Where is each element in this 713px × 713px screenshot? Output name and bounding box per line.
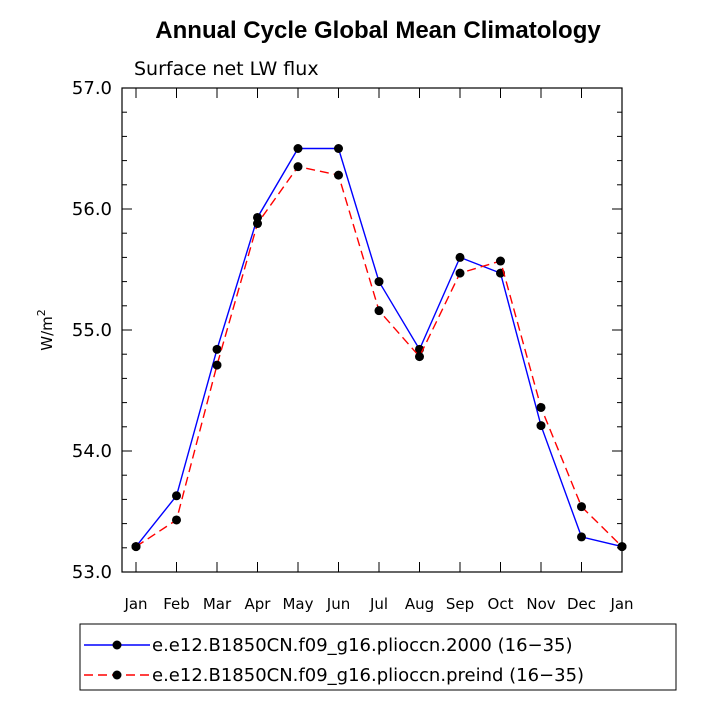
- legend-label-2: e.e12.B1850CN.f09_g16.plioccn.preind (16…: [152, 665, 584, 686]
- legend-label-1: e.e12.B1850CN.f09_g16.plioccn.2000 (16−3…: [152, 635, 573, 656]
- chart-subtitle: Surface net LW flux: [134, 58, 319, 80]
- data-point: [374, 306, 384, 316]
- plot-frame: [121, 87, 623, 573]
- series-line-1: [135, 147, 623, 548]
- y-tick-label: 55.0: [72, 320, 112, 341]
- data-point: [253, 219, 262, 229]
- data-point: [334, 144, 343, 153]
- x-tick-label: Jan: [123, 595, 147, 613]
- data-point: [212, 360, 222, 370]
- data-point: [577, 502, 586, 512]
- x-tick-label: Aug: [405, 595, 434, 613]
- data-point: [536, 421, 546, 431]
- svg-text:W/m2: W/m2: [35, 309, 56, 351]
- data-point: [415, 352, 424, 362]
- data-point: [374, 277, 384, 287]
- y-tick-label: 57.0: [72, 78, 112, 99]
- y-tick-label: 54.0: [72, 441, 112, 462]
- chart-title: Annual Cycle Global Mean Climatology: [155, 17, 601, 44]
- x-axis: Jan Feb Mar Apr May Jun Jul Aug Sep Oct Nov Dec Jan: [123, 88, 634, 613]
- legend-box: [79, 623, 677, 691]
- x-tick-label: Jul: [369, 595, 388, 613]
- y-axis-label: W/m2: [35, 309, 56, 351]
- data-point: [496, 256, 505, 266]
- y-axis-label-superscript: 2: [35, 309, 48, 316]
- y-tick-label: 53.0: [72, 562, 112, 583]
- x-tick-label: Jun: [326, 595, 350, 613]
- legend-marker-1: [112, 640, 122, 650]
- data-point: [212, 344, 222, 354]
- x-tick-label: May: [282, 595, 313, 613]
- y-axis: 53.0 54.0 55.0 56.0 57.0: [72, 78, 622, 583]
- x-tick-label: Feb: [163, 595, 190, 613]
- data-point: [293, 144, 303, 153]
- data-point: [455, 268, 465, 278]
- y-tick-label: 56.0: [72, 199, 112, 220]
- legend-marker-2: [112, 670, 122, 680]
- series-line-2: [135, 165, 623, 548]
- x-tick-label: Apr: [245, 595, 272, 613]
- data-point: [172, 491, 181, 501]
- minor-ticks: [122, 87, 622, 573]
- x-tick-label: Sep: [446, 595, 474, 613]
- x-tick-label: Dec: [567, 595, 596, 613]
- x-tick-label: Mar: [203, 595, 232, 613]
- series-group: [131, 144, 627, 552]
- data-point: [293, 162, 303, 172]
- x-tick-label: Nov: [526, 595, 555, 613]
- data-point: [617, 542, 627, 552]
- data-point: [536, 402, 546, 412]
- data-point: [577, 532, 586, 542]
- data-point: [455, 252, 465, 262]
- data-point: [131, 542, 141, 552]
- legend: e.e12.B1850CN.f09_g16.plioccn.2000 (16−3…: [79, 623, 677, 691]
- x-tick-label: Oct: [488, 595, 514, 613]
- x-tick-label: Jan: [609, 595, 633, 613]
- y-axis-label-text: W/m: [38, 316, 56, 351]
- data-point: [334, 170, 343, 180]
- data-point: [172, 515, 181, 525]
